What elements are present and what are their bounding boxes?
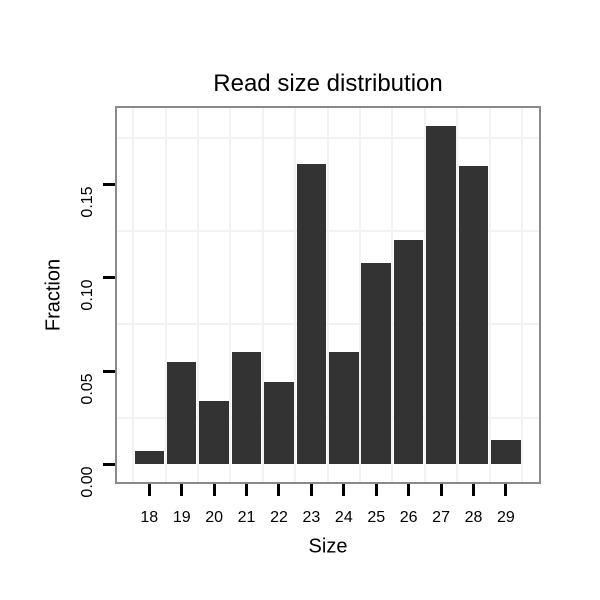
y-tick-label: 0.00	[79, 466, 96, 498]
bar-23	[296, 163, 327, 465]
x-tick-label: 21	[237, 509, 256, 526]
bar-26	[393, 240, 424, 465]
bar-21	[231, 352, 262, 465]
y-tick-label: 0.05	[79, 373, 96, 405]
chart-title: Read size distribution	[213, 70, 443, 97]
minor-gridline-vertical	[391, 108, 394, 482]
minor-gridline-vertical	[456, 108, 459, 482]
x-tick	[277, 484, 281, 496]
bar-29	[491, 440, 521, 465]
minor-gridline-vertical	[521, 108, 524, 482]
bar-24	[329, 352, 359, 465]
bar-28	[458, 165, 489, 465]
minor-gridline-horizontal	[117, 136, 539, 139]
minor-gridline-vertical	[164, 108, 167, 482]
y-axis-title: Fraction	[42, 258, 65, 332]
bar-20	[199, 400, 229, 465]
x-tick	[504, 484, 508, 496]
minor-gridline-horizontal	[117, 230, 539, 232]
minor-gridline-horizontal	[117, 323, 539, 326]
x-tick	[180, 484, 184, 496]
y-tick	[103, 276, 115, 280]
x-tick-label: 24	[334, 509, 353, 526]
y-tick	[103, 369, 115, 373]
x-tick	[309, 484, 313, 496]
x-tick-label: 25	[367, 509, 386, 526]
x-tick-label: 27	[432, 509, 450, 526]
x-tick	[439, 484, 443, 496]
x-tick	[472, 484, 475, 496]
y-tick-label: 0.15	[79, 186, 96, 218]
y-tick-label: 0.10	[79, 279, 96, 311]
minor-gridline-vertical	[488, 108, 491, 482]
x-tick-label: 29	[497, 509, 515, 526]
bar-25	[361, 262, 391, 465]
minor-gridline-vertical	[196, 108, 199, 482]
bar-18	[134, 451, 165, 465]
x-tick	[342, 484, 346, 496]
x-tick-label: 20	[205, 509, 224, 526]
bar-22	[264, 382, 294, 465]
x-tick	[374, 484, 378, 496]
x-tick	[147, 484, 151, 496]
bar-27	[426, 126, 456, 465]
x-tick-label: 19	[172, 509, 191, 526]
plot-panel	[115, 106, 541, 484]
x-axis-title: Size	[308, 535, 348, 558]
x-tick-label: 22	[270, 509, 288, 526]
bar-19	[166, 361, 197, 465]
minor-gridline-vertical	[359, 108, 362, 482]
minor-gridline-vertical	[423, 108, 426, 482]
minor-gridline-vertical	[326, 108, 329, 482]
x-tick-label: 28	[464, 509, 483, 526]
x-tick-label: 26	[399, 509, 418, 526]
x-tick	[407, 484, 411, 496]
minor-gridline-vertical	[132, 108, 135, 482]
minor-gridline-vertical	[294, 108, 297, 482]
x-tick-label: 18	[140, 509, 159, 526]
x-tick	[245, 484, 249, 496]
y-tick	[103, 182, 115, 186]
minor-gridline-vertical	[261, 108, 264, 482]
x-tick-label: 23	[302, 509, 321, 526]
minor-gridline-horizontal	[117, 416, 539, 419]
y-tick	[103, 463, 115, 466]
minor-gridline-vertical	[229, 108, 232, 482]
x-tick	[212, 484, 216, 496]
